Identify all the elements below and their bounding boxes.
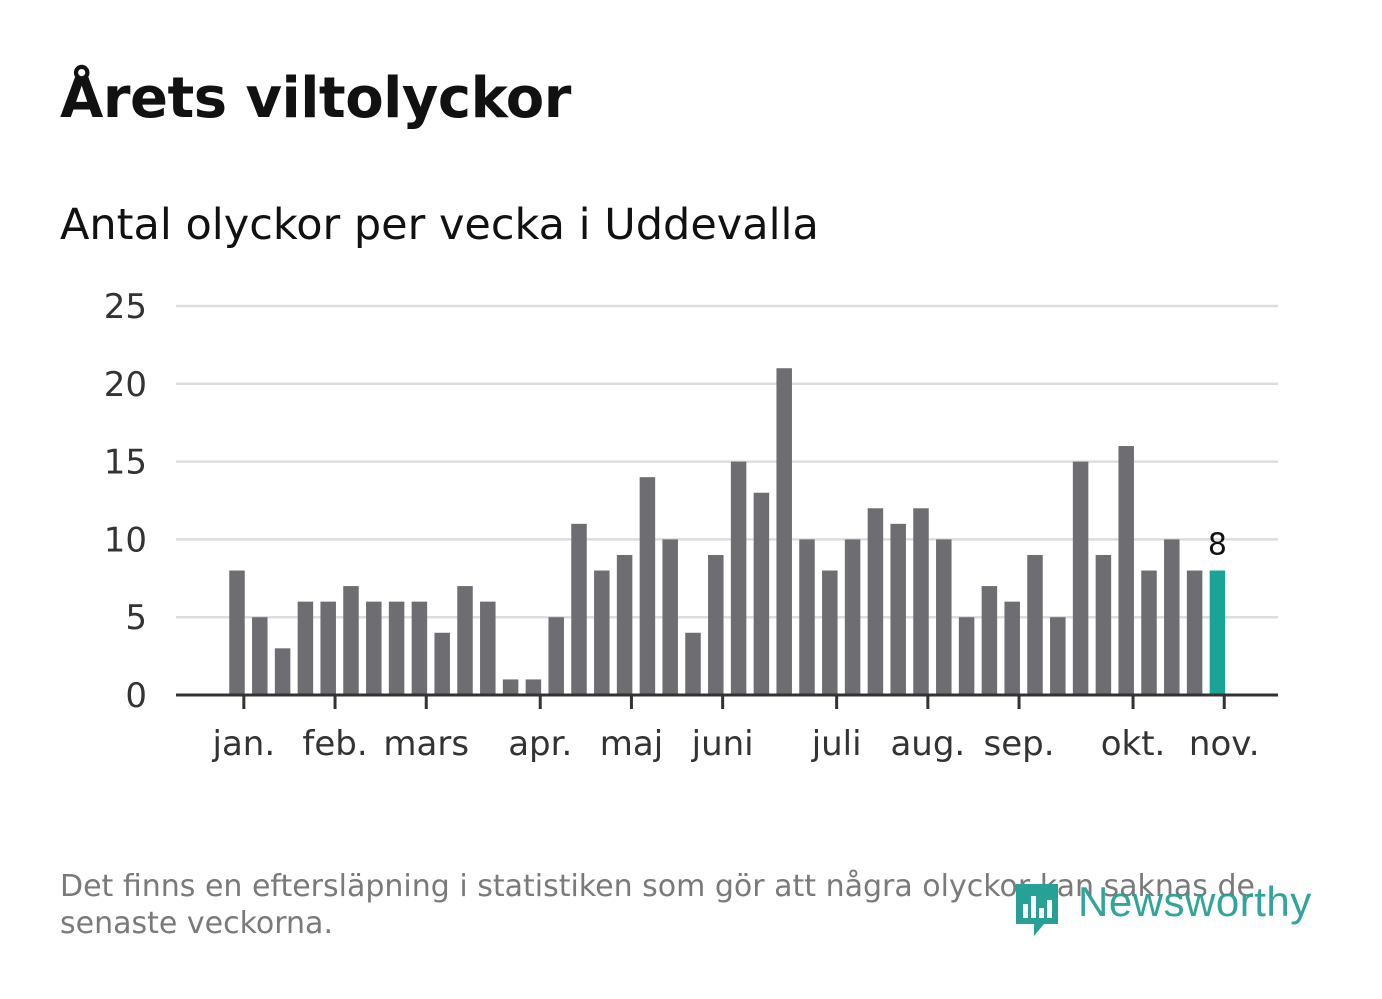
bar [1118, 446, 1134, 695]
y-tick-label: 5 [125, 598, 147, 638]
newsworthy-logo-text: Newsworthy [1078, 878, 1312, 925]
newsworthy-logo-icon [1016, 884, 1058, 936]
bar [730, 461, 747, 695]
bar [366, 601, 382, 695]
bar [434, 632, 450, 695]
bar [844, 539, 861, 695]
bar [639, 477, 656, 695]
bar [913, 508, 929, 695]
highlight-value-label: 8 [1208, 528, 1227, 563]
bar [822, 570, 838, 695]
bar [958, 617, 975, 695]
bar [936, 539, 952, 695]
bar-chart: 0 5 10 15 20 25 jan. feb. mars apr. maj juni juli au… [104, 287, 1278, 764]
bars [229, 368, 1226, 695]
bar [867, 508, 884, 695]
y-tick-label: 0 [125, 676, 147, 716]
bar [616, 554, 633, 695]
bar-highlight [1209, 570, 1226, 695]
x-tick-label: feb. [302, 724, 367, 764]
bar [274, 648, 291, 695]
bar [1095, 554, 1112, 695]
bar [548, 617, 564, 695]
bar [594, 570, 610, 695]
bar [1141, 570, 1157, 695]
bar [662, 539, 678, 695]
y-tick-label: 20 [104, 365, 147, 405]
y-tick-label: 15 [104, 443, 147, 483]
bar [502, 679, 519, 695]
bar [388, 601, 405, 695]
bar [571, 523, 587, 695]
x-tick-label: aug. [890, 724, 965, 764]
newsworthy-logo: Newsworthy [1012, 878, 1322, 942]
bar [525, 679, 542, 695]
y-tick-label: 25 [104, 287, 147, 327]
y-axis-ticks: 0 5 10 15 20 25 [104, 287, 147, 716]
bar [457, 586, 473, 695]
bar [890, 523, 906, 695]
x-tick-label: juni [691, 724, 754, 764]
x-axis-ticks: jan. feb. mars apr. maj juni juli aug. sep. okt. n… [212, 695, 1260, 764]
bar [411, 601, 428, 695]
gridlines [176, 304, 1278, 619]
bar [480, 601, 496, 695]
x-tick-label: okt. [1101, 724, 1166, 764]
x-tick-label: maj [600, 724, 663, 764]
bar [252, 617, 268, 695]
bar [320, 601, 336, 695]
bar [708, 554, 724, 695]
bar [799, 539, 815, 695]
bar [1186, 570, 1203, 695]
bar [1027, 554, 1043, 695]
bar [753, 492, 770, 695]
bar [776, 368, 792, 695]
x-tick-label: sep. [984, 724, 1055, 764]
bar [1050, 617, 1066, 695]
chart-subtitle: Antal olyckor per vecka i Uddevalla [60, 200, 819, 250]
bar [1164, 539, 1180, 695]
x-tick-label: nov. [1189, 724, 1260, 764]
bar [685, 632, 701, 695]
chart-title: Årets viltolyckor [60, 66, 571, 131]
bar [981, 586, 998, 695]
bar [297, 601, 314, 695]
x-tick-label: juli [811, 724, 862, 764]
bar [229, 570, 245, 695]
x-tick-label: jan. [212, 724, 276, 764]
y-tick-label: 10 [104, 520, 147, 560]
bar [343, 586, 359, 695]
bar [1004, 601, 1020, 695]
x-tick-label: apr. [508, 724, 572, 764]
data-labels: 8 [1208, 528, 1227, 563]
bar [1072, 461, 1089, 695]
x-tick-label: mars [383, 724, 469, 764]
